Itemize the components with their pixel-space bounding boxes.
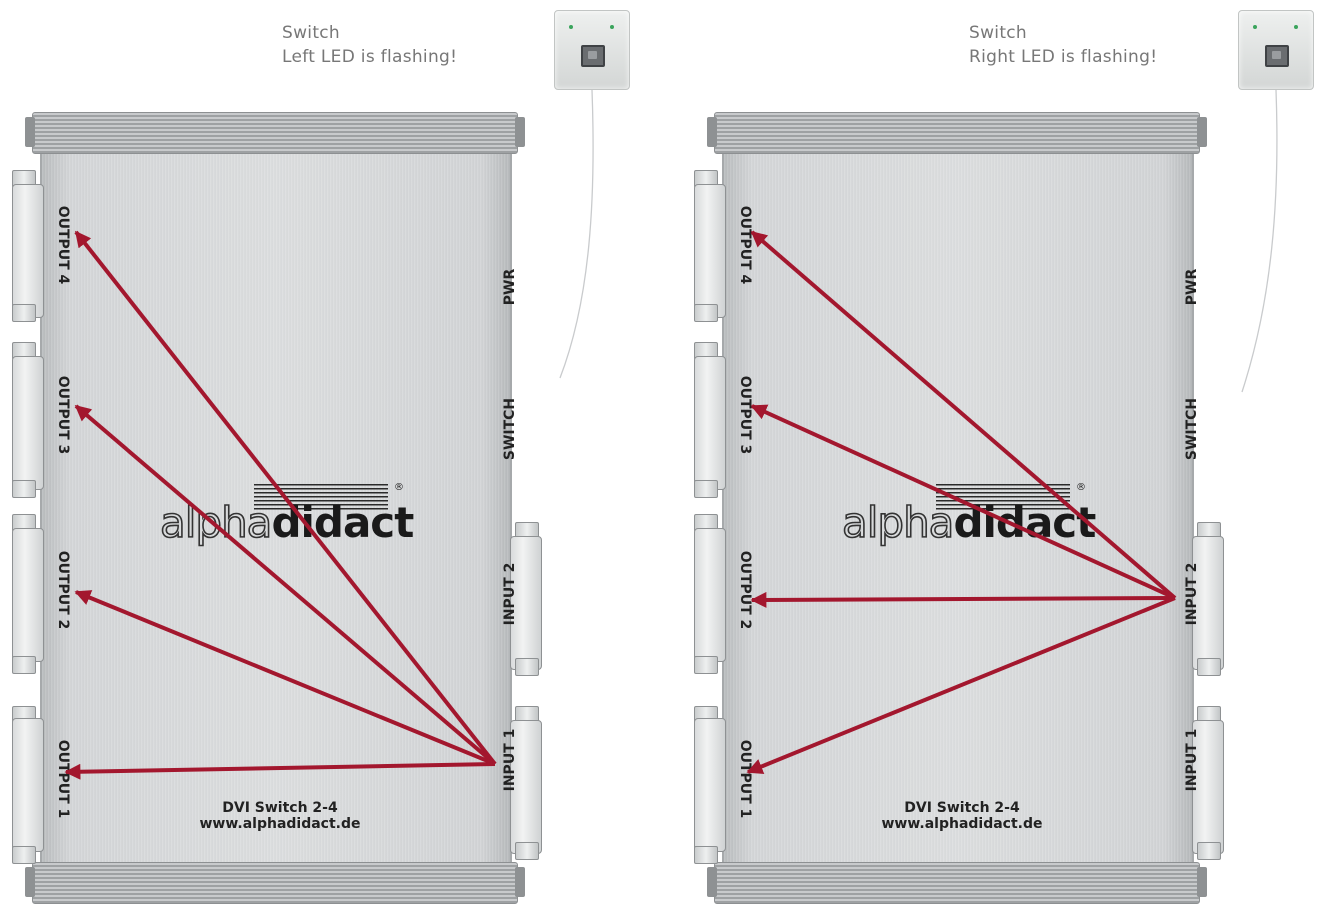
alphadidact-logo: alphadidact ® [841, 482, 1096, 552]
led-right-icon [1294, 25, 1298, 29]
caption-right-line1: Switch [969, 23, 1028, 43]
dvi-switch-device-left: OUTPUT 4 OUTPUT 3 OUTPUT 2 OUTPUT 1 PWR … [0, 112, 560, 904]
led-left-icon [569, 25, 573, 29]
pwr-label: PWR [502, 268, 518, 306]
caption-right: Switch Right LED is flashing! [969, 21, 1157, 69]
port-tab [515, 842, 539, 860]
output-1-label: OUTPUT 1 [737, 739, 753, 819]
logo-bold-text: didact [953, 498, 1096, 547]
input-2-label: INPUT 2 [1184, 562, 1200, 626]
input-2-port [510, 536, 542, 670]
model-url: www.alphadidact.de [881, 816, 1043, 832]
switch-label: SWITCH [502, 397, 518, 461]
port-tab [694, 846, 718, 864]
model-text: DVI Switch 2-4 www.alphadidact.de [150, 800, 410, 832]
logo-bold-text: didact [271, 498, 414, 547]
output-4-label: OUTPUT 4 [737, 205, 753, 285]
port-tab [12, 480, 36, 498]
dvi-switch-device-right: OUTPUT 4 OUTPUT 3 OUTPUT 2 OUTPUT 1 PWR … [682, 112, 1242, 904]
output-4-label: OUTPUT 4 [55, 205, 71, 285]
registered-mark: ® [394, 482, 404, 493]
output-1-label: OUTPUT 1 [55, 739, 71, 819]
input-1-label: INPUT 1 [502, 728, 518, 792]
input-2-label: INPUT 2 [502, 562, 518, 626]
switch-button-icon[interactable] [581, 45, 605, 67]
output-2-port [694, 528, 726, 662]
port-tab [1197, 658, 1221, 676]
rail-bottom [707, 862, 1207, 904]
led-left-icon [1253, 25, 1257, 29]
output-2-label: OUTPUT 2 [737, 550, 753, 630]
pwr-label: PWR [1184, 268, 1200, 306]
model-name: DVI Switch 2-4 [904, 800, 1020, 816]
port-tab [1197, 842, 1221, 860]
output-1-port [12, 718, 44, 852]
logo-text: alphadidact [841, 498, 1096, 547]
input-1-label: INPUT 1 [1184, 728, 1200, 792]
port-tab [12, 846, 36, 864]
caption-left-line1: Switch [282, 23, 341, 43]
output-2-port [12, 528, 44, 662]
led-right-icon [610, 25, 614, 29]
remote-switch-left[interactable] [554, 10, 630, 90]
port-tab [12, 304, 36, 322]
model-url: www.alphadidact.de [199, 816, 361, 832]
rail-top [707, 112, 1207, 154]
port-tab [515, 658, 539, 676]
output-4-port [694, 184, 726, 318]
output-1-port [694, 718, 726, 852]
output-3-port [12, 356, 44, 490]
port-tab [694, 656, 718, 674]
output-4-port [12, 184, 44, 318]
logo-light-text: alpha [841, 498, 955, 547]
input-1-port [1192, 720, 1224, 854]
output-2-label: OUTPUT 2 [55, 550, 71, 630]
caption-left: Switch Left LED is flashing! [282, 21, 457, 69]
output-3-label: OUTPUT 3 [737, 375, 753, 455]
rail-top [25, 112, 525, 154]
alphadidact-logo: alphadidact ® [159, 482, 414, 552]
rail-bottom [25, 862, 525, 904]
caption-right-line2: Right LED is flashing! [969, 47, 1158, 67]
port-tab [12, 656, 36, 674]
remote-switch-right[interactable] [1238, 10, 1314, 90]
logo-text: alphadidact [159, 498, 414, 547]
output-3-label: OUTPUT 3 [55, 375, 71, 455]
port-tab [694, 304, 718, 322]
output-3-port [694, 356, 726, 490]
input-2-port [1192, 536, 1224, 670]
input-1-port [510, 720, 542, 854]
switch-button-icon[interactable] [1265, 45, 1289, 67]
switch-label: SWITCH [1184, 397, 1200, 461]
model-name: DVI Switch 2-4 [222, 800, 338, 816]
caption-left-line2: Left LED is flashing! [282, 47, 458, 67]
model-text: DVI Switch 2-4 www.alphadidact.de [832, 800, 1092, 832]
logo-light-text: alpha [159, 498, 273, 547]
port-tab [694, 480, 718, 498]
registered-mark: ® [1076, 482, 1086, 493]
